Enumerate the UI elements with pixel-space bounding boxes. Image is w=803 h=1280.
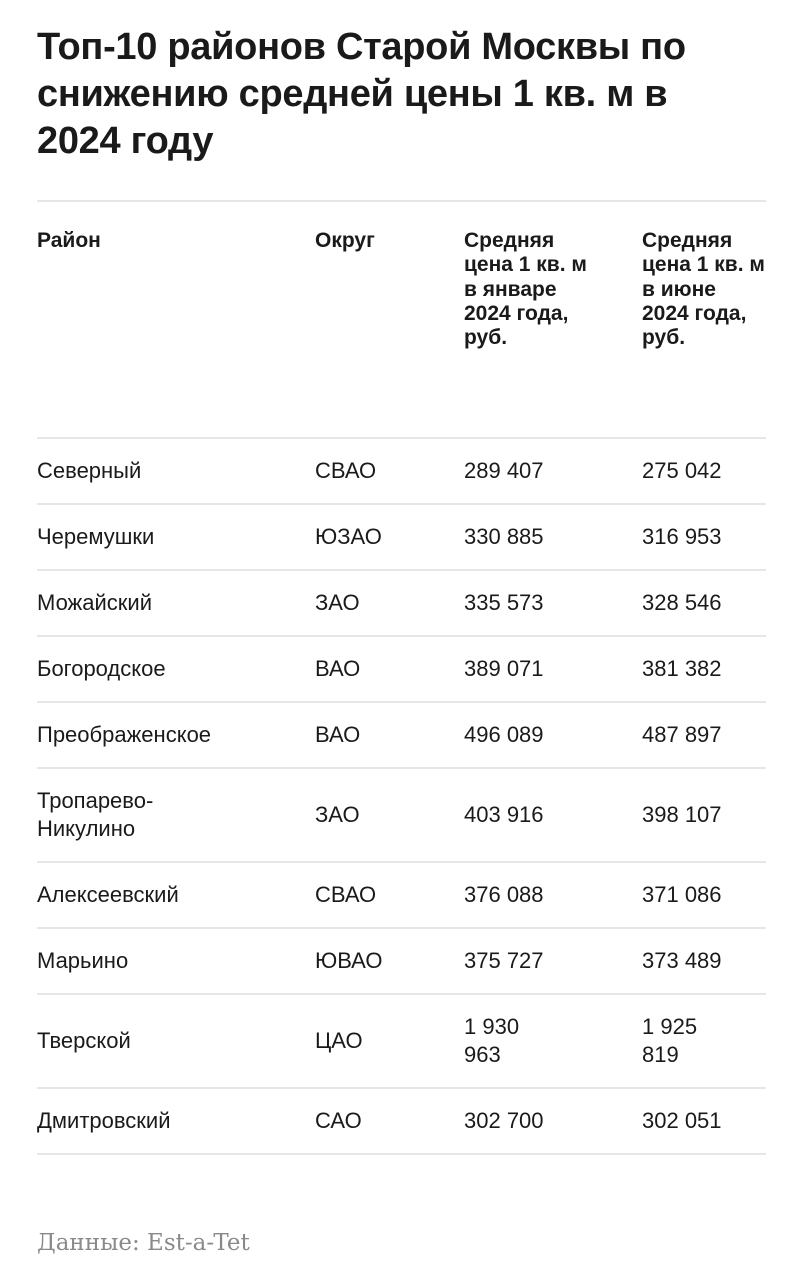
cell-okrug: ЮВАО	[315, 948, 383, 973]
page-title: Топ-10 районов Старой Москвы по снижению…	[37, 26, 686, 162]
cell-okrug: ВАО	[315, 722, 361, 747]
cell-price-june: 328 546	[642, 590, 722, 615]
cell-okrug: САО	[315, 1108, 362, 1133]
cell-okrug: ЦАО	[315, 1028, 363, 1053]
table-row: Черемушки ЮЗАО 330 885 316 953	[37, 505, 766, 569]
cell-price-january: 375 727	[464, 948, 544, 973]
header-price-june: Средняя цена 1 кв. м в июне 2024 года, р…	[642, 229, 765, 350]
cell-okrug: ЗАО	[315, 802, 360, 827]
table-row: Северный СВАО 289 407 275 042	[37, 439, 766, 503]
table-row: Марьино ЮВАО 375 727 373 489	[37, 929, 766, 993]
header-okrug: Округ	[315, 229, 375, 252]
data-source: Данные: Est-a-Tet	[37, 1230, 250, 1256]
table-header-rule	[37, 437, 766, 439]
cell-district: Дмитровский	[37, 1108, 171, 1133]
cell-price-january: 496 089	[464, 722, 544, 747]
cell-price-june: 381 382	[642, 656, 722, 681]
cell-price-june: 302 051	[642, 1108, 722, 1133]
cell-district: Черемушки	[37, 524, 155, 549]
row-divider	[37, 1087, 766, 1089]
cell-price-june: 1 925 819	[642, 1014, 698, 1067]
cell-price-january: 335 573	[464, 590, 544, 615]
cell-district: Преображенское	[37, 722, 212, 747]
cell-price-june: 398 107	[642, 802, 722, 827]
row-divider	[37, 861, 766, 863]
table-row: Дмитровский САО 302 700 302 051	[37, 1089, 766, 1153]
cell-price-june: 371 086	[642, 882, 722, 907]
table-top-rule	[37, 200, 766, 202]
table-row: Тропарево-Никулино ЗАО 403 916 398 107	[37, 769, 766, 861]
cell-price-january: 302 700	[464, 1108, 544, 1133]
cell-price-june: 275 042	[642, 458, 722, 483]
header-price-january: Средняя цена 1 кв. м в январе 2024 года,…	[464, 229, 587, 350]
cell-price-june: 316 953	[642, 524, 722, 549]
table-row: Богородское ВАО 389 071 381 382	[37, 637, 766, 701]
row-divider	[37, 767, 766, 769]
cell-price-january: 376 088	[464, 882, 544, 907]
cell-district: Марьино	[37, 948, 129, 973]
cell-price-january: 403 916	[464, 802, 544, 827]
row-divider	[37, 701, 766, 703]
cell-price-january: 389 071	[464, 656, 544, 681]
cell-price-january: 289 407	[464, 458, 544, 483]
row-divider	[37, 993, 766, 995]
cell-price-january: 1 930 963	[464, 1014, 520, 1067]
price-table: Район Округ Средняя цена 1 кв. м в январ…	[37, 200, 766, 1155]
cell-district: Богородское	[37, 656, 166, 681]
cell-price-june: 487 897	[642, 722, 722, 747]
row-divider	[37, 927, 766, 929]
table-header-row: Район Округ Средняя цена 1 кв. м в январ…	[37, 202, 766, 437]
cell-district: Тропарево-Никулино	[37, 788, 154, 841]
cell-district: Можайский	[37, 590, 153, 615]
cell-price-june: 373 489	[642, 948, 722, 973]
row-divider	[37, 635, 766, 637]
cell-okrug: СВАО	[315, 882, 377, 907]
cell-district: Тверской	[37, 1028, 131, 1053]
row-divider	[37, 569, 766, 571]
cell-okrug: ВАО	[315, 656, 361, 681]
cell-okrug: СВАО	[315, 458, 377, 483]
table-row: Тверской ЦАО 1 930 963 1 925 819	[37, 995, 766, 1087]
table-row: Можайский ЗАО 335 573 328 546	[37, 571, 766, 635]
header-district: Район	[37, 229, 101, 252]
cell-okrug: ЗАО	[315, 590, 360, 615]
table-row: Преображенское ВАО 496 089 487 897	[37, 703, 766, 767]
cell-district: Северный	[37, 458, 142, 483]
cell-price-january: 330 885	[464, 524, 544, 549]
table-bottom-rule	[37, 1153, 766, 1155]
row-divider	[37, 503, 766, 505]
cell-okrug: ЮЗАО	[315, 524, 382, 549]
table-row: Алексеевский СВАО 376 088 371 086	[37, 863, 766, 927]
cell-district: Алексеевский	[37, 882, 179, 907]
